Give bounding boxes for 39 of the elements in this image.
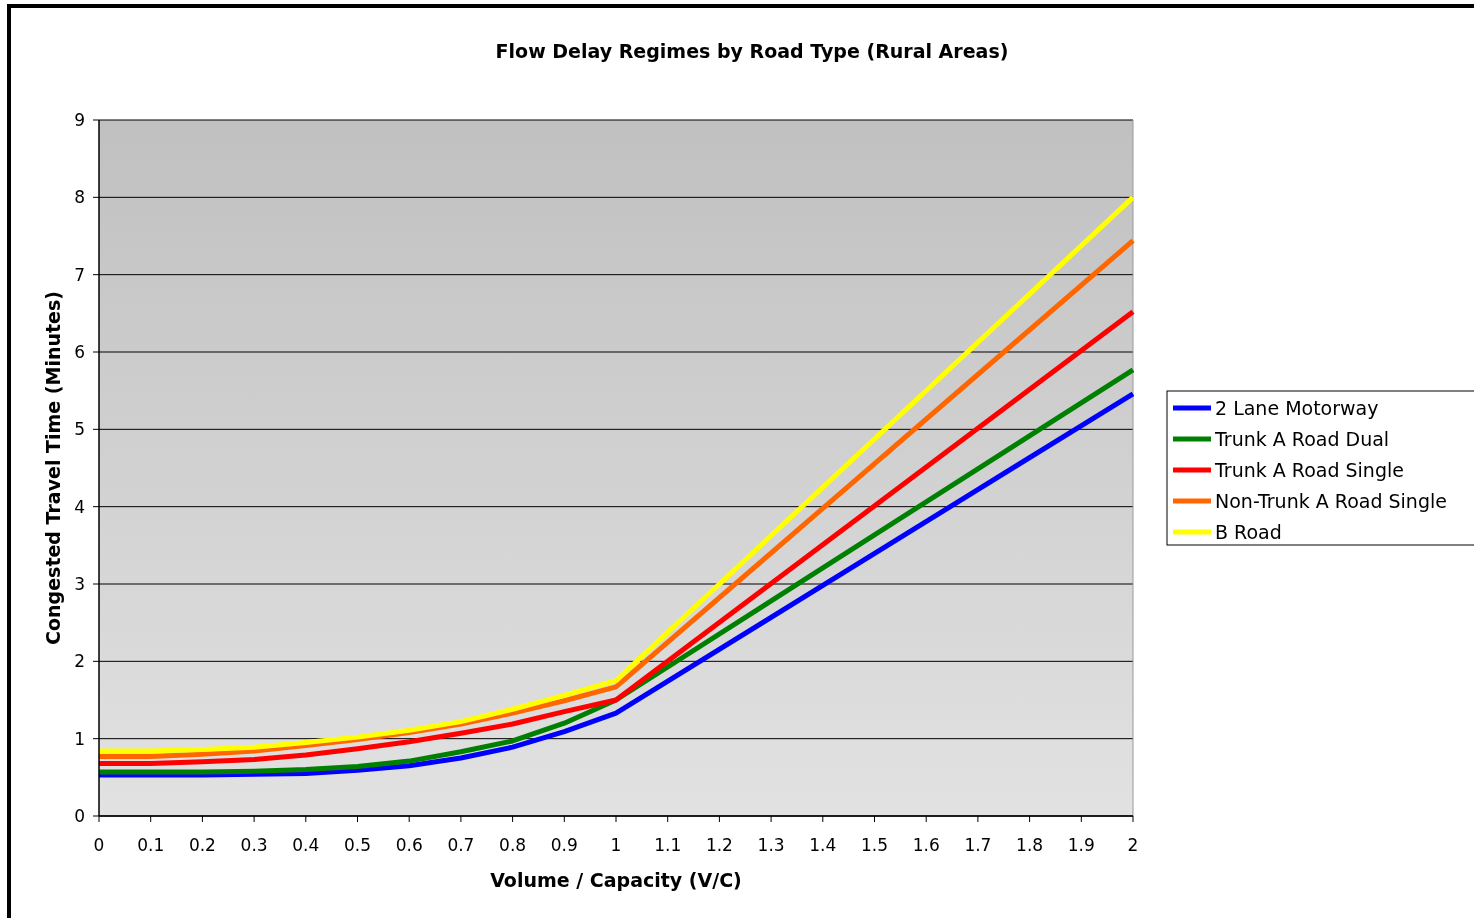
x-tick-label: 1.1: [654, 835, 682, 855]
x-tick-label: 0.6: [395, 835, 423, 855]
y-tick-label: 2: [74, 651, 85, 672]
x-tick-label: 1.8: [1016, 835, 1044, 855]
y-tick-label: 0: [74, 805, 85, 826]
x-tick-label: 0.9: [550, 835, 578, 855]
legend-label: Trunk A Road Single: [1214, 458, 1404, 481]
y-tick-label: 3: [74, 573, 85, 594]
y-tick-label: 4: [74, 496, 85, 517]
chart-title: Flow Delay Regimes by Road Type (Rural Areas): [495, 40, 1009, 62]
x-tick-label: 1.9: [1067, 835, 1095, 855]
x-tick-label: 0.5: [343, 835, 372, 855]
x-tick-label: 1.6: [912, 835, 940, 855]
x-tick-label: 1.3: [757, 835, 785, 855]
y-tick-label: 7: [74, 264, 85, 285]
x-tick-label: 0.8: [499, 835, 527, 855]
y-tick-label: 5: [74, 419, 85, 440]
x-tick-label: 1.7: [964, 835, 992, 855]
legend-label: Non-Trunk A Road Single: [1215, 489, 1447, 512]
legend-label: B Road: [1215, 520, 1282, 543]
x-tick-label: 1.2: [705, 835, 733, 855]
x-tick-label: 0.7: [447, 835, 475, 855]
y-tick-label: 6: [74, 341, 85, 362]
x-tick-label: 0.4: [292, 835, 320, 855]
x-axis-title: Volume / Capacity (V/C): [490, 869, 742, 891]
x-tick-label: 1.4: [809, 835, 837, 855]
x-tick-label: 0.2: [188, 835, 216, 855]
x-tick-label: 0.1: [137, 835, 165, 855]
y-tick-label: 8: [74, 187, 85, 208]
x-tick-label: 0: [93, 835, 105, 855]
x-tick-label: 2: [1127, 835, 1139, 855]
y-axis-title: Congested Travel Time (Minutes): [42, 291, 64, 645]
x-tick-label: 1.5: [860, 835, 889, 855]
legend-label: 2 Lane Motorway: [1215, 396, 1379, 419]
y-tick-label: 9: [74, 109, 85, 130]
y-tick-label: 1: [74, 728, 85, 749]
legend-label: Trunk A Road Dual: [1214, 427, 1390, 450]
x-tick-label: 0.3: [240, 835, 268, 855]
x-tick-label: 1: [610, 835, 622, 855]
